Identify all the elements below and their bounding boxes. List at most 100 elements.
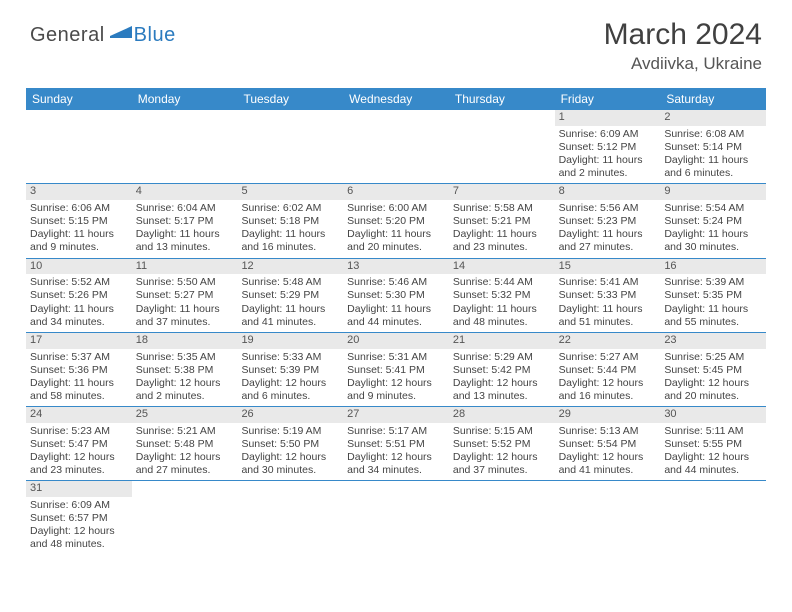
calendar-cell [26,110,132,183]
header: General Blue March 2024 Avdiivka, Ukrain… [0,0,792,82]
sunset-text: Sunset: 5:42 PM [453,364,551,377]
sunrise-text: Sunrise: 5:31 AM [347,351,445,364]
calendar-week: 3Sunrise: 6:06 AMSunset: 5:15 PMDaylight… [26,184,766,258]
calendar-cell: 28Sunrise: 5:15 AMSunset: 5:52 PMDayligh… [449,407,555,480]
cell-day-number: 16 [660,259,766,275]
calendar-cell [132,481,238,554]
cell-day-number: 7 [449,184,555,200]
cell-body: Sunrise: 5:19 AMSunset: 5:50 PMDaylight:… [237,423,343,481]
daylight-text: Daylight: 11 hours and 30 minutes. [664,228,762,254]
cell-day-number [237,481,343,497]
sunrise-text: Sunrise: 5:44 AM [453,276,551,289]
daylight-text: Daylight: 11 hours and 16 minutes. [241,228,339,254]
sunrise-text: Sunrise: 5:46 AM [347,276,445,289]
sunset-text: Sunset: 5:12 PM [559,141,657,154]
calendar-cell: 19Sunrise: 5:33 AMSunset: 5:39 PMDayligh… [237,333,343,406]
cell-day-number [660,481,766,497]
daylight-text: Daylight: 11 hours and 37 minutes. [136,303,234,329]
sunset-text: Sunset: 5:44 PM [559,364,657,377]
sunrise-text: Sunrise: 6:04 AM [136,202,234,215]
daylight-text: Daylight: 11 hours and 20 minutes. [347,228,445,254]
daylight-text: Daylight: 11 hours and 41 minutes. [241,303,339,329]
daylight-text: Daylight: 12 hours and 20 minutes. [664,377,762,403]
cell-day-number: 4 [132,184,238,200]
daylight-text: Daylight: 11 hours and 51 minutes. [559,303,657,329]
cell-day-number: 6 [343,184,449,200]
sunrise-text: Sunrise: 5:33 AM [241,351,339,364]
month-title: March 2024 [604,18,762,52]
sunset-text: Sunset: 5:38 PM [136,364,234,377]
day-header: Sunday [26,88,132,110]
sunset-text: Sunset: 5:24 PM [664,215,762,228]
calendar-cell: 14Sunrise: 5:44 AMSunset: 5:32 PMDayligh… [449,259,555,332]
sunrise-text: Sunrise: 5:50 AM [136,276,234,289]
sunset-text: Sunset: 5:36 PM [30,364,128,377]
cell-body: Sunrise: 5:56 AMSunset: 5:23 PMDaylight:… [555,200,661,258]
sunrise-text: Sunrise: 5:29 AM [453,351,551,364]
calendar-cell: 11Sunrise: 5:50 AMSunset: 5:27 PMDayligh… [132,259,238,332]
calendar-cell [237,110,343,183]
sunrise-text: Sunrise: 5:23 AM [30,425,128,438]
cell-body: Sunrise: 6:04 AMSunset: 5:17 PMDaylight:… [132,200,238,258]
calendar-week: 31Sunrise: 6:09 AMSunset: 6:57 PMDayligh… [26,481,766,554]
cell-day-number: 21 [449,333,555,349]
cell-day-number [343,110,449,126]
sunset-text: Sunset: 5:35 PM [664,289,762,302]
sunrise-text: Sunrise: 5:17 AM [347,425,445,438]
logo: General Blue [30,24,176,47]
cell-day-number: 8 [555,184,661,200]
day-header: Thursday [449,88,555,110]
sunrise-text: Sunrise: 5:27 AM [559,351,657,364]
calendar-cell [343,481,449,554]
sunset-text: Sunset: 5:52 PM [453,438,551,451]
day-header: Friday [555,88,661,110]
cell-body: Sunrise: 6:09 AMSunset: 5:12 PMDaylight:… [555,126,661,184]
cell-body: Sunrise: 6:09 AMSunset: 6:57 PMDaylight:… [26,497,132,555]
cell-body: Sunrise: 5:35 AMSunset: 5:38 PMDaylight:… [132,349,238,407]
sunset-text: Sunset: 5:48 PM [136,438,234,451]
sunset-text: Sunset: 5:27 PM [136,289,234,302]
calendar-cell: 4Sunrise: 6:04 AMSunset: 5:17 PMDaylight… [132,184,238,257]
sunrise-text: Sunrise: 5:13 AM [559,425,657,438]
daylight-text: Daylight: 12 hours and 27 minutes. [136,451,234,477]
sunrise-text: Sunrise: 5:11 AM [664,425,762,438]
cell-day-number: 22 [555,333,661,349]
daylight-text: Daylight: 12 hours and 23 minutes. [30,451,128,477]
cell-body: Sunrise: 5:39 AMSunset: 5:35 PMDaylight:… [660,274,766,332]
sunrise-text: Sunrise: 6:08 AM [664,128,762,141]
cell-day-number: 9 [660,184,766,200]
calendar-cell: 2Sunrise: 6:08 AMSunset: 5:14 PMDaylight… [660,110,766,183]
daylight-text: Daylight: 12 hours and 48 minutes. [30,525,128,551]
calendar-weeks: 1Sunrise: 6:09 AMSunset: 5:12 PMDaylight… [26,110,766,555]
calendar-cell [555,481,661,554]
sunset-text: Sunset: 5:32 PM [453,289,551,302]
sunrise-text: Sunrise: 5:58 AM [453,202,551,215]
sunset-text: Sunset: 5:15 PM [30,215,128,228]
sunrise-text: Sunrise: 5:56 AM [559,202,657,215]
cell-body: Sunrise: 5:13 AMSunset: 5:54 PMDaylight:… [555,423,661,481]
sunrise-text: Sunrise: 5:21 AM [136,425,234,438]
day-header: Monday [132,88,238,110]
sunrise-text: Sunrise: 5:37 AM [30,351,128,364]
cell-day-number: 13 [343,259,449,275]
cell-day-number: 3 [26,184,132,200]
sunset-text: Sunset: 5:17 PM [136,215,234,228]
calendar-week: 10Sunrise: 5:52 AMSunset: 5:26 PMDayligh… [26,259,766,333]
calendar-cell: 10Sunrise: 5:52 AMSunset: 5:26 PMDayligh… [26,259,132,332]
cell-day-number: 20 [343,333,449,349]
daylight-text: Daylight: 12 hours and 13 minutes. [453,377,551,403]
sunrise-text: Sunrise: 6:02 AM [241,202,339,215]
cell-day-number [132,110,238,126]
calendar-cell [237,481,343,554]
day-header: Wednesday [343,88,449,110]
cell-day-number: 29 [555,407,661,423]
sunrise-text: Sunrise: 5:15 AM [453,425,551,438]
cell-day-number: 25 [132,407,238,423]
daylight-text: Daylight: 11 hours and 55 minutes. [664,303,762,329]
calendar-week: 1Sunrise: 6:09 AMSunset: 5:12 PMDaylight… [26,110,766,184]
cell-body: Sunrise: 5:58 AMSunset: 5:21 PMDaylight:… [449,200,555,258]
sunrise-text: Sunrise: 5:48 AM [241,276,339,289]
cell-day-number [237,110,343,126]
daylight-text: Daylight: 11 hours and 6 minutes. [664,154,762,180]
calendar-cell [343,110,449,183]
